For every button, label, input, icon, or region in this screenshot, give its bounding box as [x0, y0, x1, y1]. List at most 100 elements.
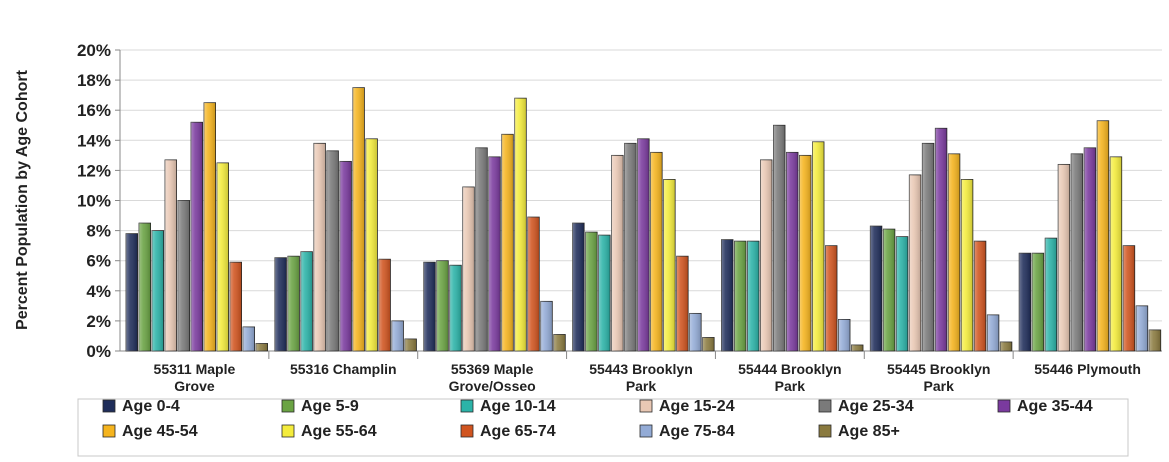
x-category-label: Park [626, 378, 657, 394]
bar-shading [300, 251, 313, 351]
bar-shading [449, 265, 462, 351]
bar-shading [663, 179, 676, 351]
bar-shading [1084, 147, 1096, 351]
x-category-label: 55369 Maple [451, 361, 534, 377]
bar-shading [935, 128, 947, 351]
bar-shading [256, 343, 268, 351]
legend-swatch [102, 399, 116, 413]
bar-shading [786, 152, 799, 351]
x-category-label: 55445 Brooklyn [887, 361, 991, 377]
bar-shading [650, 152, 663, 351]
bar-shading [204, 102, 216, 351]
y-tick-label: 2% [86, 312, 111, 331]
y-axis-title: Percent Population by Age Cohort [14, 69, 31, 330]
legend-label: Age 85+ [838, 423, 900, 440]
bar-shading [404, 338, 417, 351]
legend: Age 0-4 Age 5-9 Age 10-14 Age 15-24 Age 25-3… [77, 398, 1129, 457]
bar-shading [734, 241, 747, 351]
x-category-label: 55316 Champlin [290, 361, 397, 377]
bar-shading [1110, 156, 1122, 351]
x-category-label: 55444 Brooklyn [738, 361, 842, 377]
bar-shading [365, 138, 378, 351]
bar-shading [987, 314, 999, 351]
bar-shading [689, 313, 702, 351]
bar-shading [178, 200, 190, 351]
bar-shading [1149, 329, 1161, 351]
y-tick-label: 14% [77, 131, 111, 150]
bar-shading [1058, 164, 1070, 351]
y-tick-label: 20% [77, 41, 111, 60]
legend-swatch [639, 424, 653, 438]
bar-shading [637, 138, 650, 351]
axis-labels: 0%2%4%6%8%10%12%14%16%18%20%55311 MapleG… [77, 41, 1141, 394]
bar-shading [165, 159, 177, 351]
bar-shading [287, 256, 300, 351]
bar-shading [527, 217, 540, 351]
x-category-label: Park [924, 378, 955, 394]
bar-shading [624, 143, 637, 351]
bar-shading [721, 239, 734, 351]
bar-shading [126, 233, 138, 351]
bar-shading [475, 147, 488, 351]
legend-swatch [281, 399, 295, 413]
bar-shading [378, 259, 391, 351]
legend-label: Age 75-84 [659, 423, 735, 440]
bar-shading [436, 260, 449, 351]
bar-shading [462, 186, 475, 351]
legend-swatch [818, 424, 832, 438]
bar-shading [274, 257, 287, 351]
bar-shading [553, 334, 566, 351]
bar-shading [191, 122, 203, 352]
legend-swatch [997, 399, 1011, 413]
legend-label: Age 35-44 [1017, 398, 1093, 415]
bar-shading [676, 256, 689, 351]
bar-shading [391, 320, 404, 351]
bar-shading [598, 235, 611, 351]
x-category-label: 55443 Brooklyn [589, 361, 693, 377]
bar-shading [423, 262, 436, 351]
bar-shading [326, 150, 339, 351]
bar-shading [974, 241, 986, 351]
x-category-label: Park [775, 378, 806, 394]
bar-shading [838, 319, 851, 351]
bars [125, 87, 1162, 352]
bar-shading [909, 174, 921, 351]
bar-shading [339, 161, 352, 351]
bar-shading [585, 232, 598, 351]
legend-label: Age 55-64 [301, 423, 377, 440]
legend-swatch [639, 399, 653, 413]
legend-label: Age 0-4 [122, 398, 180, 415]
y-tick-label: 8% [86, 222, 111, 241]
legend-swatch [818, 399, 832, 413]
bar-shading [825, 245, 838, 351]
legend-swatch [281, 424, 295, 438]
bar-shading [139, 223, 151, 351]
bar-shading [352, 87, 365, 351]
bar-shading [313, 143, 326, 351]
x-category-label: Grove/Osseo [449, 378, 536, 394]
y-tick-label: 0% [86, 342, 111, 361]
legend-label: Age 65-74 [480, 423, 556, 440]
bar-shading [883, 229, 895, 351]
bar-shading [922, 143, 934, 351]
legend-box [77, 398, 1129, 457]
bar-shading [760, 159, 773, 351]
bar-shading [870, 226, 882, 351]
bar-shading [799, 155, 812, 351]
x-category-label: 55311 Maple [154, 361, 236, 377]
bar-shading [540, 301, 553, 351]
bar-shading [1045, 238, 1057, 351]
bar-shading [851, 344, 864, 351]
bar-shading [1032, 253, 1044, 351]
x-category-label: 55446 Plymouth [1034, 361, 1141, 377]
bar-shading [812, 141, 825, 351]
y-tick-label: 10% [77, 192, 111, 211]
bar-shading [702, 337, 715, 351]
legend-label: Age 25-34 [838, 398, 914, 415]
y-tick-label: 16% [77, 101, 111, 120]
y-tick-label: 12% [77, 161, 111, 180]
bar-shading [488, 156, 501, 351]
bar-shading [773, 125, 786, 351]
